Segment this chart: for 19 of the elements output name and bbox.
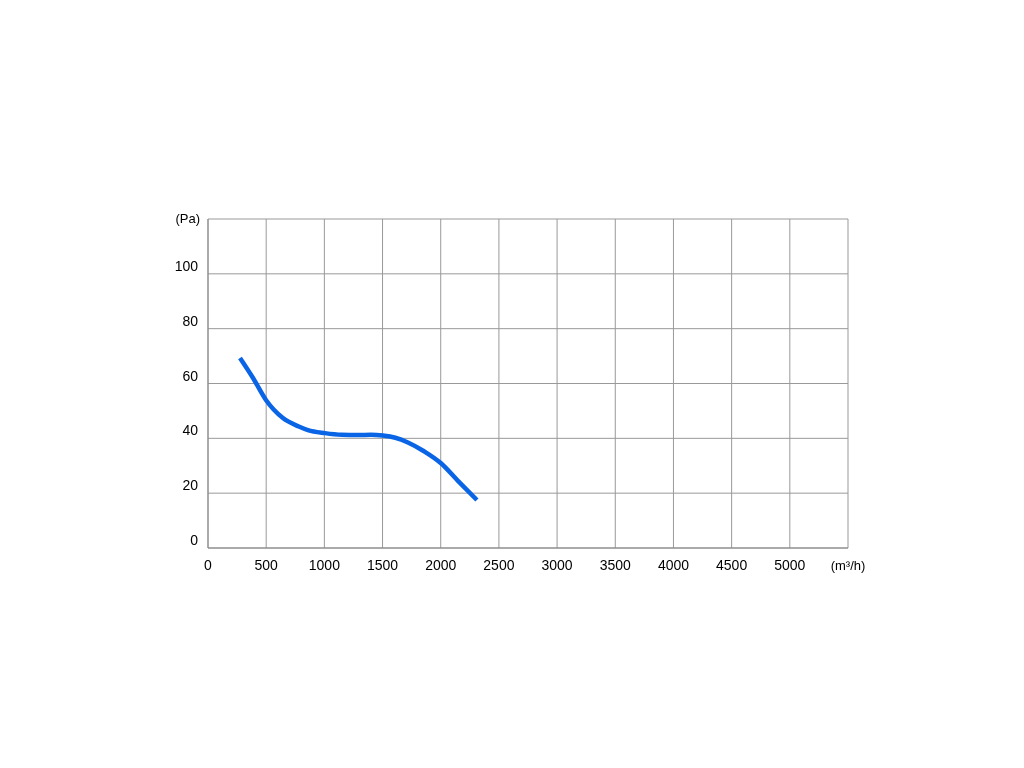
y-tick-label: 60 [182, 367, 199, 384]
x-tick-label: 2500 [483, 557, 515, 573]
x-tick-label: 2000 [425, 557, 457, 573]
y-tick-label: 20 [182, 477, 199, 494]
y-tick-label: 100 [174, 257, 199, 274]
y-tick-label: 0 [190, 532, 199, 548]
x-tick-label: 4000 [657, 557, 690, 573]
x-tick-label: 4500 [716, 557, 748, 573]
x-axis-title: (m³/h) [830, 558, 866, 573]
x-tick-label: 0 [204, 557, 213, 573]
x-tick-label: 3000 [541, 557, 573, 573]
x-tick-label: 3500 [599, 557, 632, 573]
y-tick-label: 40 [182, 422, 199, 439]
x-tick-label: 500 [254, 557, 279, 573]
x-tick-label: 1500 [366, 557, 399, 573]
x-tick-label: 5000 [774, 557, 806, 573]
y-tick-label: 80 [182, 312, 199, 329]
x-tick-label: 1000 [308, 557, 341, 573]
y-axis-title: (Pa) [175, 211, 200, 226]
